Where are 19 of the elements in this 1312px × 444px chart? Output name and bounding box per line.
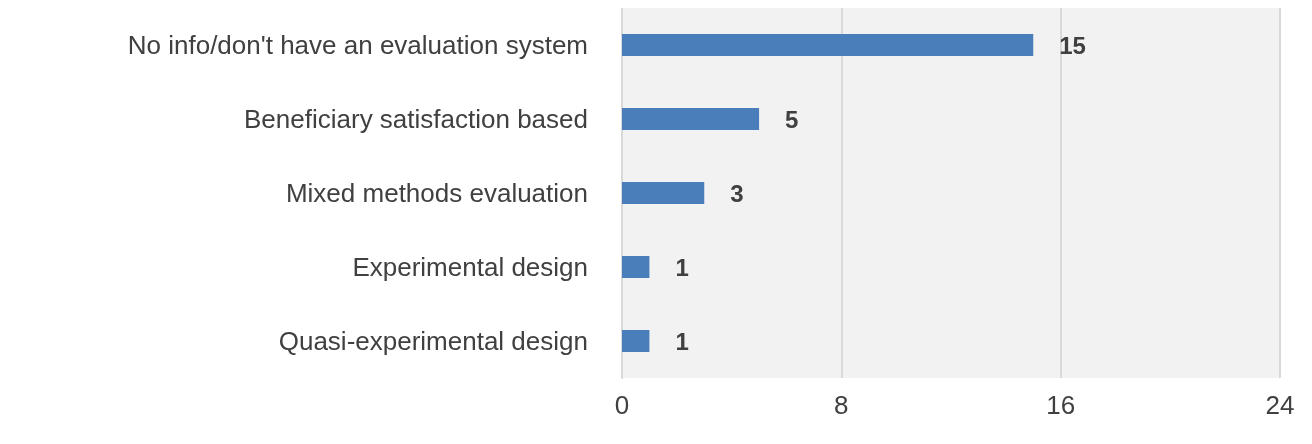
y-tick-label: Experimental design xyxy=(352,252,588,282)
y-tick-label: Quasi-experimental design xyxy=(278,326,588,356)
y-tick-label: Beneficiary satisfaction based xyxy=(244,104,588,134)
data-label: 1 xyxy=(675,253,689,281)
x-tick-label: 24 xyxy=(1265,390,1295,420)
data-label: 15 xyxy=(1059,31,1086,59)
bar xyxy=(622,182,705,204)
x-tick-label: 16 xyxy=(1046,390,1076,420)
bar xyxy=(622,108,760,130)
bar xyxy=(622,330,650,352)
bar xyxy=(622,256,650,278)
data-label: 1 xyxy=(675,327,689,355)
x-tick-label: 0 xyxy=(614,390,630,420)
bar xyxy=(622,34,1034,56)
y-tick-label: Mixed methods evaluation xyxy=(285,178,588,208)
data-label: 3 xyxy=(730,179,744,207)
y-tick-label: No info/don't have an evaluation system xyxy=(127,30,588,60)
data-label: 5 xyxy=(785,105,799,133)
x-tick-label: 8 xyxy=(834,390,849,420)
